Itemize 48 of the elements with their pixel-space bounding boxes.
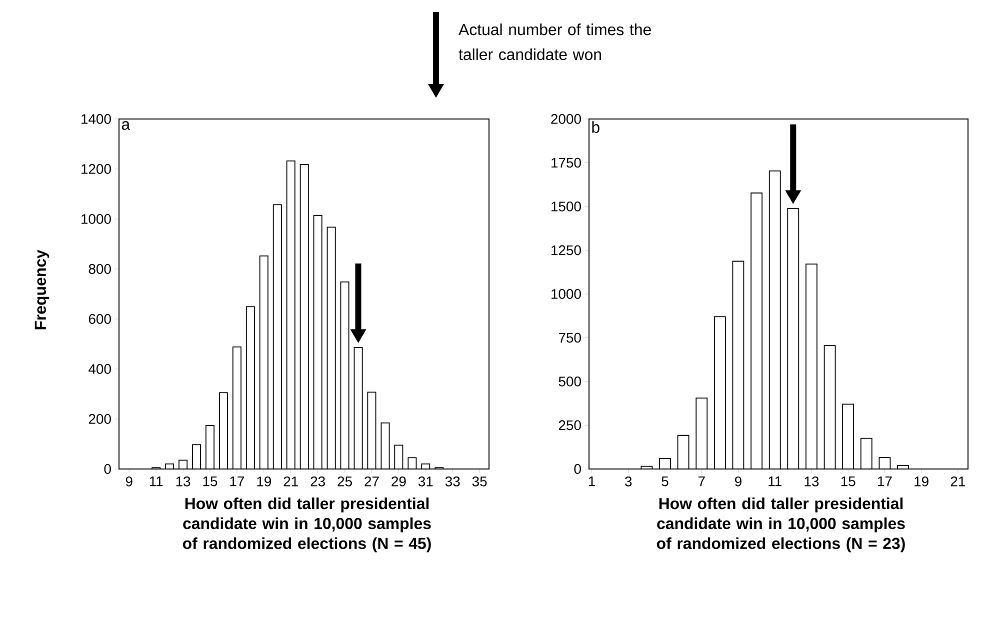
- x-tick-label: 19: [257, 476, 271, 486]
- x-tick-label: 9: [126, 476, 132, 486]
- y-tick-label: 400: [88, 364, 111, 374]
- x-tick-label: 11: [768, 476, 782, 486]
- x-tick-label: 7: [698, 476, 705, 486]
- y-tick-label: 750: [558, 332, 581, 343]
- y-tick-label: 600: [88, 314, 111, 324]
- y-axis-title: Frequency: [34, 250, 50, 330]
- x-tick-label: 17: [230, 476, 244, 486]
- x-tick-label: 25: [338, 476, 352, 486]
- x-tick-label: 29: [392, 476, 406, 486]
- y-tick-label: 200: [88, 414, 111, 424]
- x-tick-label: 1: [588, 476, 595, 486]
- x-tick-label: 17: [878, 476, 892, 486]
- x-tick-label: 15: [203, 476, 218, 486]
- x-tick-label: 21: [284, 476, 298, 486]
- y-tick-label: 1750: [552, 158, 581, 168]
- y-tick-label: 1000: [82, 214, 111, 224]
- x-axis-title: How often did taller presidential candidate win in 10,000 samples of randomized elections (N = 23): [656, 498, 905, 552]
- text: Actual number of times the taller candidate won: [458, 24, 651, 60]
- y-tick-label: 1200: [82, 164, 111, 174]
- x-tick-label: 9: [735, 476, 742, 486]
- x-tick-label: 33: [445, 476, 460, 486]
- y-tick-label: 800: [88, 264, 111, 274]
- y-tick-label: 0: [104, 464, 111, 474]
- x-tick-label: 13: [804, 476, 819, 486]
- x-tick-label: 19: [914, 476, 928, 486]
- x-tick-label: 11: [150, 476, 163, 486]
- y-tick-label: 1000: [552, 289, 581, 299]
- x-tick-label: 13: [176, 476, 190, 486]
- y-tick-label: 500: [558, 376, 581, 386]
- x-tick-label: 23: [310, 476, 325, 486]
- y-tick-label: 1400: [82, 114, 111, 124]
- y-tick-label: 1250: [552, 245, 581, 256]
- x-tick-label: 3: [625, 476, 632, 486]
- x-tick-label: 31: [418, 476, 433, 486]
- x-tick-label: 27: [364, 476, 379, 486]
- y-tick-label: 1500: [552, 202, 581, 212]
- y-tick-label: 0: [574, 464, 581, 474]
- x-tick-label: 21: [950, 476, 966, 486]
- x-tick-label: 15: [841, 476, 856, 486]
- y-tick-label: 2000: [551, 114, 581, 124]
- x-tick-label: 5: [662, 476, 668, 486]
- annotation: b: [592, 121, 600, 133]
- y-tick-label: 250: [558, 420, 581, 430]
- x-axis-title: How often did taller presidential candidate win in 10,000 samples of randomized elections (N = 45): [182, 498, 431, 552]
- annotation: a: [122, 121, 130, 130]
- x-tick-label: 35: [472, 476, 487, 486]
